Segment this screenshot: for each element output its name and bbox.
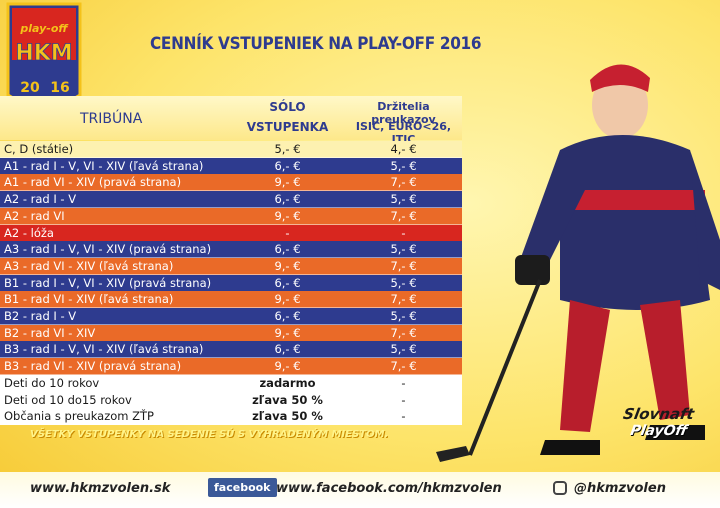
cell: B1 - rad I - V, VI - XIV (pravá strana) — [4, 275, 212, 290]
cell: 9,- € — [274, 292, 301, 307]
cell: A3 - rad I - V, VI - XIV (pravá strana) — [4, 242, 212, 257]
cell: - — [285, 225, 290, 240]
sponsor-event: PlayOff — [629, 423, 689, 439]
logo-main: HKM — [15, 41, 72, 66]
table-row: A2 - rad VI 9,- € 7,- € — [0, 207, 462, 225]
logo-field — [12, 8, 76, 60]
cell: A2 - rad VI — [4, 208, 65, 223]
cell: 5,- € — [390, 342, 417, 357]
table-row: B1 - rad I - V, VI - XIV (pravá strana) 6… — [0, 274, 462, 292]
player-illustration — [436, 64, 720, 462]
cell: B1 - rad VI - XIV (ľavá strana) — [4, 292, 174, 307]
cell: - — [401, 225, 406, 240]
table-row: A1 - rad I - V, VI - XIV (ľavá strana) 6,… — [0, 157, 462, 175]
table-row: A2 - rad I - V 6,- € 5,- € — [0, 191, 462, 209]
cell: B2 - rad VI - XIV — [4, 325, 96, 340]
facebook-url[interactable]: www.facebook.com/hkmzvolen — [276, 481, 502, 496]
cell: 9,- € — [274, 208, 301, 223]
table-row: Občania s preukazom ZŤP zľava 50 % - — [0, 408, 462, 426]
graphics: play-off HKM 20 16 — [6, 2, 720, 462]
cell: 6,- € — [274, 275, 301, 290]
cell: A3 - rad VI - XIV (ľavá strana) — [4, 258, 174, 273]
cell: zľava 50 % — [252, 392, 323, 407]
table-row: B3 - rad I - V, VI - XIV (ľavá strana) 6,… — [0, 341, 462, 359]
website[interactable]: www.hkmzvolen.sk — [30, 481, 171, 496]
col-solo: SÓLO — [269, 100, 306, 114]
cell: 5,- € — [390, 309, 417, 323]
cell: B3 - rad I - V, VI - XIV (ľavá strana) — [4, 342, 204, 357]
cell: - — [401, 375, 406, 390]
table-row: B1 - rad VI - XIV (ľavá strana) 9,- € 7,- … — [0, 291, 462, 309]
table-header: TRIBÚNA SÓLO VSTUPENKA Držitelia preukaz… — [0, 96, 462, 146]
table-row: A3 - rad I - V, VI - XIV (pravá strana) 6… — [0, 241, 462, 259]
cell: A1 - rad I - V, VI - XIV (ľavá strana) — [4, 158, 204, 173]
cell: A1 - rad VI - XIV (pravá strana) — [4, 175, 182, 190]
cell: 6,- € — [274, 192, 301, 207]
col-solo: VSTUPENKA — [246, 120, 329, 134]
sponsor-name: Slovnaft — [621, 405, 696, 423]
table-row: C, D (státie) 5,- € 4,- € — [0, 141, 462, 158]
col-holders: Držitelia preukazov — [371, 100, 436, 126]
cell: 9,- € — [274, 175, 301, 190]
cell: Občania s preukazom ZŤP — [4, 409, 154, 424]
cell: - — [401, 409, 406, 424]
cell: B3 - rad VI - XIV (pravá strana) — [4, 359, 182, 374]
cell: Deti do 10 rokov — [4, 375, 100, 390]
cell: 5,- € — [390, 158, 417, 173]
table-body: C, D (státie) 5,- €4,- € A1 - rad I - V, V… — [0, 141, 462, 426]
cell: 7,- € — [390, 258, 417, 273]
cell: B2 - rad I - V — [4, 309, 77, 323]
facebook-badge[interactable]: facebook — [208, 478, 277, 497]
cell: 7,- € — [390, 325, 417, 340]
col-tribuna: TRIBÚNA — [80, 111, 143, 127]
cell: 4,- € — [390, 142, 417, 156]
footer: www.hkmzvolen.sk facebook www.facebook.c… — [0, 472, 720, 508]
cell: 6,- € — [274, 158, 301, 173]
cell: C, D (státie) — [4, 142, 74, 156]
cell: 5,- € — [390, 275, 417, 290]
cell: 5,- € — [390, 192, 417, 207]
table-row: A1 - rad VI - XIV (pravá strana) 9,- € 7,-… — [0, 174, 462, 192]
cell: 6,- € — [274, 309, 301, 323]
table-row: Deti do 10 rokov zadarmo - — [0, 374, 462, 392]
cell: 5,- € — [274, 142, 301, 156]
note: VŠETKY VSTUPENKY NA SEDENIE SÚ S VYHRADE… — [30, 429, 389, 440]
cell: 5,- € — [390, 242, 417, 257]
logo-year-left: 20 — [20, 80, 40, 96]
cell: 6,- € — [274, 342, 301, 357]
cell: 7,- € — [390, 359, 417, 374]
instagram-icon — [553, 481, 567, 495]
title: CENNÍK VSTUPENIEK NA PLAY-OFF 2016 — [150, 34, 482, 54]
cell: 7,- € — [390, 208, 417, 223]
cell: 9,- € — [274, 359, 301, 374]
cell: 9,- € — [274, 258, 301, 273]
cell: A2 - rad I - V — [4, 192, 77, 207]
table-row: B2 - rad VI - XIV 9,- € 7,- € — [0, 324, 462, 342]
cell: 9,- € — [274, 325, 301, 340]
cell: 7,- € — [390, 175, 417, 190]
cell: 7,- € — [390, 292, 417, 307]
table-row: B3 - rad VI - XIV (pravá strana) 9,- € 7,-… — [0, 358, 462, 376]
logo-year-right: 16 — [50, 80, 69, 96]
table-row: A2 - lóža - - — [0, 224, 462, 242]
cell: - — [401, 392, 406, 407]
logo-top: play-off — [19, 22, 69, 35]
table-row: A3 - rad VI - XIV (ľavá strana) 9,- € 7,- … — [0, 257, 462, 275]
table-row: B2 - rad I - V 6,- € 5,- € — [0, 308, 462, 325]
cell: Deti od 10 do15 rokov — [4, 392, 132, 407]
sponsor-logo: Slovnaft PlayOff — [619, 405, 696, 439]
cell: 6,- € — [274, 242, 301, 257]
instagram[interactable]: @hkmzvolen — [574, 481, 666, 496]
cell: A2 - lóža — [4, 225, 54, 240]
cell: zadarmo — [259, 375, 316, 390]
table-row: Deti od 10 do15 rokov zľava 50 % - — [0, 391, 462, 409]
cell: zľava 50 % — [252, 409, 323, 424]
